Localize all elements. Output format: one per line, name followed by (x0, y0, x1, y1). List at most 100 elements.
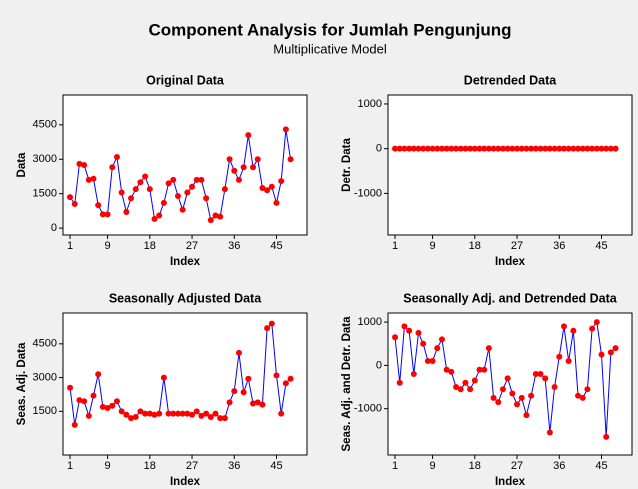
data-point (504, 145, 511, 152)
x-tick-label: 18 (469, 240, 481, 252)
x-tick-label: 27 (511, 460, 523, 472)
data-point (235, 349, 242, 356)
x-tick-label: 18 (144, 240, 156, 252)
data-point (443, 366, 450, 373)
data-point (560, 145, 567, 152)
data-point (109, 402, 116, 409)
data-point (109, 164, 116, 171)
data-point (607, 349, 614, 356)
data-point (429, 358, 436, 365)
data-point (170, 176, 177, 183)
data-point (287, 156, 294, 163)
data-point (603, 433, 610, 440)
data-point (532, 371, 539, 378)
data-point (174, 192, 181, 199)
x-tick-label: 18 (469, 460, 481, 472)
y-tick-label: 3000 (33, 371, 57, 383)
data-point (537, 145, 544, 152)
data-point (217, 415, 224, 422)
data-point (523, 412, 530, 419)
data-point (165, 180, 172, 187)
data-point (528, 392, 535, 399)
data-point (85, 176, 92, 183)
data-point (485, 145, 492, 152)
data-point (457, 145, 464, 152)
data-point (575, 392, 582, 399)
data-point (570, 145, 577, 152)
figure-title: Component Analysis for Jumlah Pengunjung (148, 20, 511, 39)
data-point (495, 399, 502, 406)
data-point (81, 398, 88, 405)
x-axis-label: Index (170, 476, 201, 488)
data-point (467, 386, 474, 393)
data-point (240, 164, 247, 171)
x-tick-label: 36 (553, 240, 565, 252)
data-point (90, 175, 97, 182)
data-point (132, 186, 139, 193)
data-point (123, 209, 130, 216)
data-point (268, 320, 275, 327)
data-point (410, 371, 417, 378)
data-point (95, 371, 102, 378)
data-point (170, 410, 177, 417)
y-tick-label: 4500 (33, 338, 57, 350)
data-point (282, 380, 289, 387)
y-tick-label: 4500 (33, 119, 57, 131)
data-point (99, 403, 106, 410)
data-point (193, 176, 200, 183)
data-point (593, 145, 600, 152)
data-point (476, 145, 483, 152)
data-point (137, 408, 144, 415)
data-point (203, 195, 210, 202)
data-point (174, 410, 181, 417)
data-point (542, 375, 549, 382)
data-point (514, 145, 521, 152)
x-tick-label: 1 (392, 240, 398, 252)
data-point (565, 145, 572, 152)
data-point (142, 173, 149, 180)
data-point (189, 411, 196, 418)
data-point (221, 415, 228, 422)
data-point (76, 397, 83, 404)
data-point (259, 184, 266, 191)
data-point (245, 132, 252, 139)
data-point (434, 145, 441, 152)
data-point (537, 371, 544, 378)
data-point (273, 199, 280, 206)
data-point (410, 145, 417, 152)
data-point (137, 179, 144, 186)
data-point (523, 145, 530, 152)
data-point (264, 187, 271, 194)
data-point (415, 145, 422, 152)
y-tick-label: 0 (376, 143, 382, 155)
x-axis-label: Index (170, 256, 201, 268)
data-point (401, 323, 408, 330)
data-point (453, 384, 460, 391)
data-point (584, 386, 591, 393)
plot-area (387, 312, 633, 456)
data-point (273, 372, 280, 379)
data-point (207, 413, 214, 420)
data-point (598, 351, 605, 358)
data-point (179, 410, 186, 417)
x-tick-label: 9 (430, 240, 436, 252)
data-point (542, 145, 549, 152)
data-point (565, 358, 572, 365)
data-point (67, 384, 74, 391)
data-point (198, 176, 205, 183)
data-point (189, 183, 196, 190)
data-point (67, 194, 74, 201)
data-point (151, 411, 158, 418)
data-point (556, 353, 563, 360)
data-point (160, 374, 167, 381)
data-point (420, 145, 427, 152)
data-point (481, 145, 488, 152)
x-tick-label: 45 (270, 460, 282, 472)
data-point (584, 145, 591, 152)
data-point (128, 415, 135, 422)
data-point (287, 375, 294, 382)
data-point (467, 145, 474, 152)
x-tick-label: 9 (105, 460, 111, 472)
data-point (95, 202, 102, 209)
data-point (193, 408, 200, 415)
